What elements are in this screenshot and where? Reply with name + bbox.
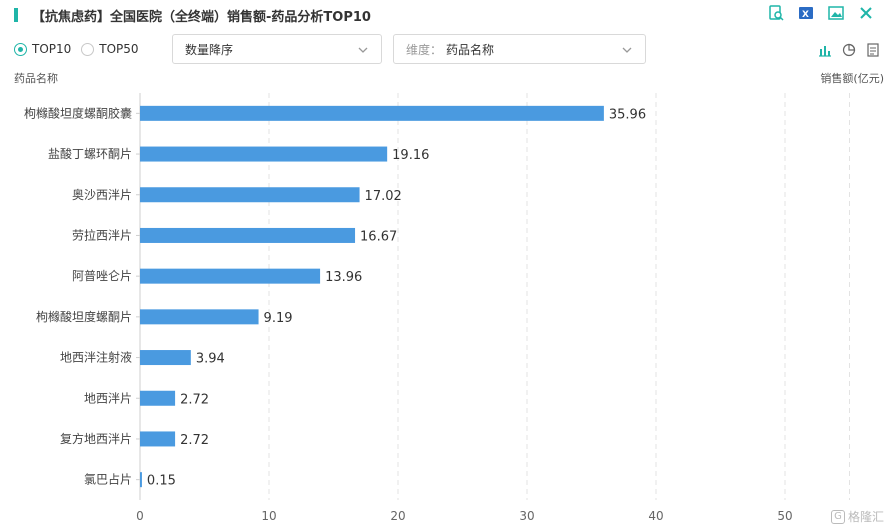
radio-dot-checked [14, 42, 27, 56]
value-label: 17.02 [365, 189, 402, 204]
x-tick-label: 0 [136, 509, 144, 523]
x-axis-title: 销售额(亿元) [820, 72, 884, 85]
bar [140, 350, 191, 366]
watermark: G 格隆汇 [830, 508, 884, 525]
value-label: 2.72 [180, 433, 209, 448]
value-labels: 35.96 19.16 17.02 16.67 13.96 9.19 3.94 2.72 2.7… [147, 107, 646, 488]
radio-top50[interactable]: TOP50 [81, 42, 139, 56]
chart-title: 【抗焦虑药】全国医院（全终端）销售额-药品分析TOP10 [32, 9, 371, 25]
radio-top50-label: TOP50 [99, 42, 139, 56]
x-tick-label: 30 [519, 509, 534, 523]
category-label: 劳拉西泮片 [72, 227, 132, 242]
category-label: 枸橼酸坦度螺酮片 [36, 309, 132, 324]
radio-top10[interactable]: TOP10 [14, 42, 71, 56]
category-label: 地西泮片 [84, 391, 132, 405]
value-label: 0.15 [147, 474, 176, 489]
category-label: 奥沙西泮片 [72, 188, 132, 202]
category-label: 阿普唑仑片 [72, 269, 132, 283]
close-icon[interactable] [858, 5, 874, 21]
x-tick-label: 50 [777, 509, 792, 523]
bar [140, 309, 259, 325]
radio-top10-label: TOP10 [32, 42, 72, 56]
bar-chart-icon[interactable] [818, 42, 832, 57]
svg-text:X: X [802, 10, 809, 20]
top-n-selector: TOP10 TOP50 [14, 34, 149, 64]
x-tick-label: 20 [390, 509, 405, 523]
category-label: 氯巴占片 [84, 472, 132, 487]
value-label: 35.96 [609, 107, 646, 122]
radio-dot [81, 42, 95, 56]
bar [140, 227, 356, 243]
sort-select-value: 数量降序 [185, 42, 234, 57]
x-tick-label: 40 [648, 509, 663, 523]
x-tick-labels: 0 10 20 30 40 50 [136, 509, 792, 523]
value-label: 13.96 [325, 270, 362, 285]
category-label: 盐酸丁螺环酮片 [48, 146, 132, 161]
category-label: 枸橼酸坦度螺酮胶囊 [24, 105, 132, 120]
value-label: 19.16 [392, 148, 429, 163]
value-label: 3.94 [196, 352, 225, 367]
dimension-prefix: 维度： [406, 42, 443, 57]
search-doc-icon[interactable] [768, 5, 784, 21]
value-label: 16.67 [360, 229, 397, 244]
sort-select[interactable]: 数量降序 [172, 34, 382, 64]
image-icon[interactable] [828, 5, 844, 21]
bar [140, 146, 388, 162]
value-label: 9.19 [264, 311, 293, 326]
title-accent-bar [14, 8, 18, 22]
category-label: 地西泮注射液 [60, 350, 132, 365]
dimension-select[interactable]: 维度： 药品名称 [393, 34, 646, 64]
excel-icon[interactable]: X [798, 5, 814, 21]
watermark-logo-icon: G [830, 509, 845, 524]
bar [140, 187, 360, 203]
bar [140, 472, 142, 488]
watermark-text: 格隆汇 [847, 510, 884, 524]
pie-chart-icon[interactable] [842, 42, 856, 57]
bar [140, 268, 321, 284]
chevron-down-icon [621, 44, 633, 56]
chevron-down-icon [357, 44, 369, 56]
bar [140, 431, 176, 447]
y-axis-title: 药品名称 [14, 72, 58, 85]
bars [140, 105, 604, 488]
dimension-select-value: 药品名称 [446, 42, 495, 57]
x-tick-label: 10 [261, 509, 276, 523]
bar [140, 390, 176, 406]
toolbar: X [768, 5, 874, 21]
view-switcher [818, 42, 880, 57]
category-labels: 枸橼酸坦度螺酮胶囊盐酸丁螺环酮片奥沙西泮片劳拉西泮片阿普唑仑片枸橼酸坦度螺酮片地… [24, 105, 132, 486]
bar [140, 105, 604, 121]
chart-header: 【抗焦虑药】全国医院（全终端）销售额-药品分析TOP10 [14, 6, 371, 25]
value-label: 2.72 [180, 392, 209, 407]
table-icon[interactable] [866, 42, 880, 57]
category-label: 复方地西泮片 [60, 431, 132, 446]
